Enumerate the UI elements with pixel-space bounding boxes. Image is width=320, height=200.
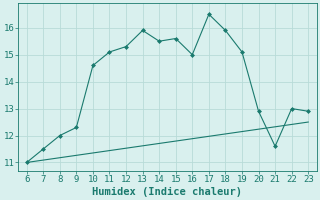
X-axis label: Humidex (Indice chaleur): Humidex (Indice chaleur): [92, 186, 243, 197]
